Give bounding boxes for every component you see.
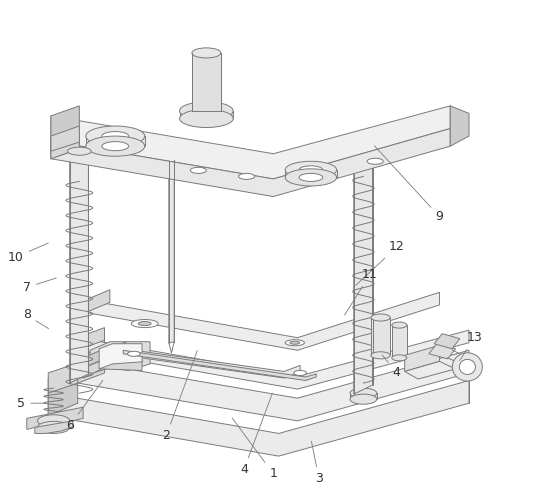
Text: 2: 2 [162, 350, 197, 443]
Text: 13: 13 [460, 331, 482, 360]
Ellipse shape [392, 322, 407, 328]
Ellipse shape [192, 48, 221, 58]
Polygon shape [123, 349, 300, 378]
Polygon shape [99, 344, 142, 369]
Polygon shape [83, 360, 142, 378]
Ellipse shape [299, 166, 323, 174]
Polygon shape [27, 407, 83, 429]
Ellipse shape [285, 169, 337, 186]
Text: 7: 7 [23, 278, 56, 294]
Ellipse shape [138, 322, 151, 326]
Ellipse shape [86, 126, 145, 146]
Polygon shape [354, 152, 373, 394]
Polygon shape [86, 290, 110, 312]
Polygon shape [78, 350, 469, 421]
Ellipse shape [131, 320, 158, 328]
Ellipse shape [371, 314, 390, 321]
Ellipse shape [180, 102, 233, 120]
Polygon shape [285, 170, 337, 177]
Text: 12: 12 [356, 240, 405, 285]
Polygon shape [83, 349, 105, 368]
Polygon shape [434, 334, 460, 349]
Ellipse shape [392, 355, 407, 361]
Polygon shape [123, 350, 316, 381]
Polygon shape [123, 342, 126, 355]
Polygon shape [371, 318, 390, 355]
Ellipse shape [239, 173, 255, 179]
Ellipse shape [102, 132, 129, 141]
Ellipse shape [294, 370, 307, 375]
Polygon shape [48, 363, 78, 393]
Ellipse shape [350, 388, 377, 398]
Polygon shape [90, 342, 150, 374]
Polygon shape [78, 328, 105, 350]
Polygon shape [392, 325, 407, 358]
Ellipse shape [459, 359, 475, 374]
Polygon shape [78, 330, 469, 389]
Polygon shape [429, 344, 456, 359]
Ellipse shape [290, 341, 300, 344]
Text: 10: 10 [8, 243, 48, 264]
Polygon shape [192, 53, 221, 111]
Polygon shape [405, 345, 440, 371]
Text: 4: 4 [382, 355, 400, 380]
Polygon shape [35, 421, 73, 433]
Polygon shape [86, 136, 145, 146]
Polygon shape [48, 368, 78, 416]
Polygon shape [169, 160, 174, 343]
Text: 3: 3 [311, 441, 323, 485]
Ellipse shape [38, 421, 70, 433]
Polygon shape [51, 129, 450, 197]
Text: 4: 4 [240, 393, 272, 476]
Text: 6: 6 [66, 380, 103, 432]
Polygon shape [51, 106, 79, 159]
Polygon shape [51, 126, 79, 151]
Ellipse shape [180, 109, 233, 128]
Polygon shape [70, 142, 88, 383]
Ellipse shape [86, 136, 145, 156]
Polygon shape [48, 381, 469, 456]
Ellipse shape [38, 415, 70, 427]
Ellipse shape [350, 394, 377, 404]
Text: 11: 11 [345, 268, 378, 315]
Text: 1: 1 [232, 418, 277, 480]
Polygon shape [78, 338, 105, 383]
Polygon shape [405, 361, 456, 379]
Text: 5: 5 [18, 397, 46, 410]
Ellipse shape [102, 142, 129, 151]
Ellipse shape [128, 351, 140, 356]
Text: 8: 8 [23, 308, 49, 329]
Polygon shape [51, 131, 79, 159]
Polygon shape [38, 421, 70, 427]
Polygon shape [180, 111, 233, 118]
Ellipse shape [299, 173, 323, 181]
Ellipse shape [68, 147, 91, 155]
Text: 9: 9 [375, 146, 443, 223]
Ellipse shape [285, 161, 337, 178]
Ellipse shape [285, 340, 304, 346]
Ellipse shape [371, 352, 390, 359]
Ellipse shape [190, 167, 206, 173]
Polygon shape [51, 106, 450, 179]
Ellipse shape [367, 158, 383, 164]
Polygon shape [450, 106, 469, 146]
Polygon shape [86, 292, 440, 350]
Polygon shape [350, 393, 377, 399]
Ellipse shape [452, 353, 482, 381]
